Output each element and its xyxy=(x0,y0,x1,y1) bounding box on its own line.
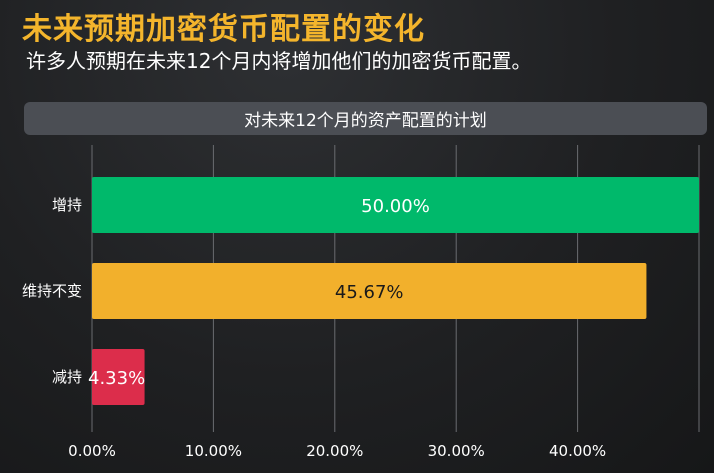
x-tick-label: 20.00% xyxy=(306,442,363,460)
bars xyxy=(92,177,699,405)
bar-1 xyxy=(92,263,647,319)
x-tick-labels: 0.00% 10.00% 20.00% 30.00% 40.00% xyxy=(68,442,606,460)
data-label: 4.33% xyxy=(88,368,145,389)
data-label: 45.67% xyxy=(335,282,404,303)
category-label: 维持不变 xyxy=(22,282,82,300)
page-subtitle: 许多人预期在未来12个月内将增加他们的加密货币配置。 xyxy=(26,49,532,73)
x-tick-label: 10.00% xyxy=(185,442,242,460)
bar-0 xyxy=(92,177,699,233)
page-title: 未来预期加密货币配置的变化 xyxy=(22,12,425,47)
x-tick-label: 40.00% xyxy=(549,442,606,460)
data-labels: 50.00% 45.67% 4.33% xyxy=(88,196,430,389)
data-label: 50.00% xyxy=(361,196,430,217)
x-tick-label: 0.00% xyxy=(68,442,116,460)
x-tick-label: 30.00% xyxy=(428,442,485,460)
category-label: 增持 xyxy=(52,196,82,214)
category-label: 减持 xyxy=(52,368,82,386)
chart-title: 对未来12个月的资产配置的计划 xyxy=(24,102,707,135)
bar-2 xyxy=(92,349,145,405)
